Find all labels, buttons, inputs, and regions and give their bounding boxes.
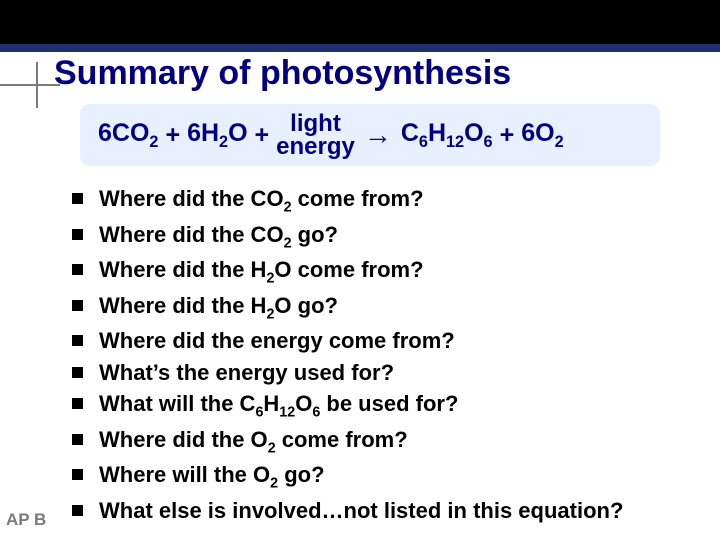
list-item-text: Where will the O2 go?: [99, 462, 325, 493]
list-item-text: What else is involved…not listed in this…: [99, 498, 623, 524]
square-bullet-icon: [72, 193, 83, 204]
product-o2: 6O2: [521, 119, 563, 152]
square-bullet-icon: [72, 367, 83, 378]
footer-label: AP B: [6, 510, 46, 530]
list-item: What’s the energy used for?: [72, 360, 680, 386]
square-bullet-icon: [72, 300, 83, 311]
square-bullet-icon: [72, 335, 83, 346]
plus-2: +: [255, 121, 270, 150]
list-item: What else is involved…not listed in this…: [72, 498, 680, 524]
top-accent-band: [0, 44, 720, 52]
list-item-text: Where did the CO2 go?: [99, 222, 338, 253]
list-item-text: Where did the H2O come from?: [99, 257, 424, 288]
list-item-text: Where did the CO2 come from?: [99, 186, 424, 217]
product-glucose: C6H12O6: [401, 119, 493, 152]
reactant-h2o: 6H2O: [187, 119, 247, 152]
list-item: Where did the CO2 go?: [72, 222, 680, 253]
list-item: Where did the CO2 come from?: [72, 186, 680, 217]
list-item-text: Where did the O2 come from?: [99, 427, 408, 458]
list-item: What will the C6H12O6 be used for?: [72, 391, 680, 422]
square-bullet-icon: [72, 469, 83, 480]
square-bullet-icon: [72, 264, 83, 275]
equation-box: 6CO2 + 6H2O + light energy → C6H12O6 + 6…: [80, 104, 660, 166]
list-item-text: Where did the energy come from?: [99, 328, 455, 354]
slide-title: Summary of photosynthesis: [54, 54, 511, 93]
light-energy-stack: light energy: [276, 113, 355, 159]
list-item-text: What will the C6H12O6 be used for?: [99, 391, 458, 422]
square-bullet-icon: [72, 434, 83, 445]
reactant-co2: 6CO2: [98, 119, 158, 152]
list-item: Where did the O2 come from?: [72, 427, 680, 458]
plus-3: +: [500, 121, 515, 150]
list-item: Where will the O2 go?: [72, 462, 680, 493]
square-bullet-icon: [72, 398, 83, 409]
reaction-arrow-icon: →: [364, 119, 392, 151]
square-bullet-icon: [72, 505, 83, 516]
decorative-axis-horizontal: [0, 84, 60, 86]
plus-1: +: [165, 121, 180, 150]
decorative-axis-vertical: [36, 62, 38, 108]
list-item: Where did the H2O come from?: [72, 257, 680, 288]
list-item: Where did the energy come from?: [72, 328, 680, 354]
list-item-text: Where did the H2O go?: [99, 293, 338, 324]
photosynthesis-equation: 6CO2 + 6H2O + light energy → C6H12O6 + 6…: [98, 111, 564, 159]
list-item: Where did the H2O go?: [72, 293, 680, 324]
list-item-text: What’s the energy used for?: [99, 360, 394, 386]
question-list: Where did the CO2 come from? Where did th…: [72, 186, 680, 529]
square-bullet-icon: [72, 229, 83, 240]
